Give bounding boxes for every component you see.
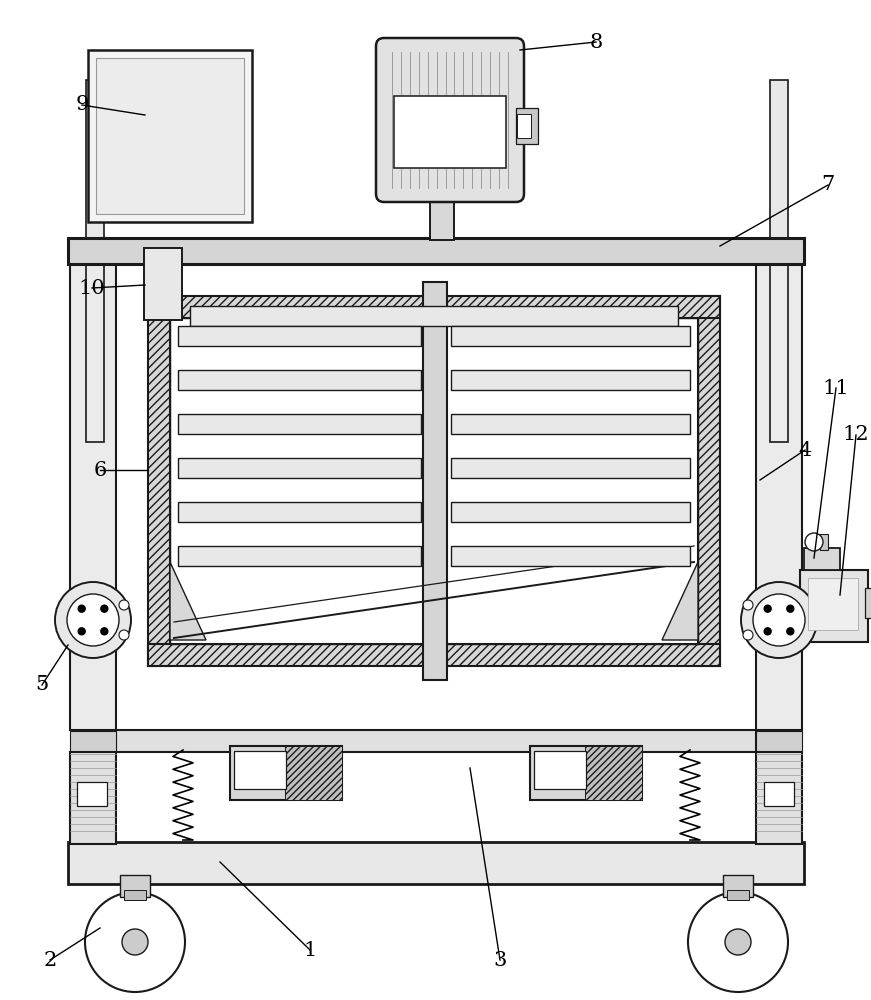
Bar: [517, 114, 531, 138]
Text: 4: 4: [799, 440, 812, 460]
Bar: [120, 875, 150, 897]
Bar: [70, 731, 116, 751]
Bar: [68, 842, 804, 884]
Circle shape: [85, 892, 185, 992]
Text: 3: 3: [493, 950, 507, 970]
Bar: [116, 730, 756, 752]
Bar: [770, 80, 788, 238]
Text: 9: 9: [75, 96, 89, 114]
Bar: [148, 296, 720, 318]
Bar: [86, 80, 104, 238]
Circle shape: [743, 600, 753, 610]
Bar: [756, 752, 802, 844]
Text: 6: 6: [93, 460, 106, 480]
Bar: [234, 751, 286, 789]
Bar: [285, 746, 342, 800]
Circle shape: [725, 929, 751, 955]
Circle shape: [119, 600, 129, 610]
Bar: [451, 326, 690, 346]
Circle shape: [805, 533, 823, 551]
Circle shape: [55, 582, 131, 658]
Polygon shape: [662, 562, 698, 640]
Circle shape: [67, 594, 119, 646]
Circle shape: [741, 582, 817, 658]
Bar: [70, 752, 116, 844]
Bar: [88, 50, 252, 222]
Bar: [451, 370, 690, 390]
Bar: [534, 751, 586, 789]
Bar: [394, 96, 506, 168]
Circle shape: [101, 605, 108, 612]
Bar: [96, 58, 244, 214]
Text: 8: 8: [590, 32, 603, 51]
Bar: [451, 502, 690, 522]
Circle shape: [688, 892, 788, 992]
Bar: [530, 746, 642, 800]
Bar: [820, 534, 828, 550]
Bar: [190, 306, 678, 326]
Bar: [230, 746, 342, 800]
Bar: [178, 414, 421, 434]
Circle shape: [764, 628, 771, 635]
Text: 11: 11: [822, 378, 849, 397]
Bar: [148, 296, 170, 666]
Bar: [144, 248, 182, 320]
Text: 1: 1: [303, 940, 317, 960]
Circle shape: [78, 605, 85, 612]
Bar: [808, 578, 858, 630]
Bar: [865, 588, 871, 618]
Circle shape: [101, 628, 108, 635]
Bar: [727, 890, 749, 900]
Text: 12: 12: [842, 426, 869, 444]
Circle shape: [78, 628, 85, 635]
FancyBboxPatch shape: [376, 38, 524, 202]
Bar: [170, 318, 698, 644]
Bar: [804, 548, 840, 570]
Bar: [723, 875, 753, 897]
Text: 7: 7: [821, 176, 834, 194]
Polygon shape: [170, 562, 206, 640]
Bar: [451, 414, 690, 434]
Bar: [77, 782, 107, 806]
Bar: [148, 644, 720, 666]
Bar: [68, 238, 804, 264]
Bar: [451, 546, 690, 566]
Bar: [516, 108, 538, 144]
Bar: [423, 282, 447, 680]
Bar: [124, 890, 146, 900]
Bar: [178, 326, 421, 346]
Bar: [451, 458, 690, 478]
Bar: [178, 546, 421, 566]
Text: 2: 2: [44, 950, 57, 970]
Circle shape: [787, 628, 793, 635]
Text: 10: 10: [78, 278, 105, 298]
Text: 5: 5: [36, 676, 49, 694]
Bar: [764, 782, 794, 806]
Bar: [800, 600, 808, 618]
Circle shape: [743, 630, 753, 640]
Bar: [698, 296, 720, 666]
Bar: [756, 258, 802, 730]
Bar: [585, 746, 642, 800]
Circle shape: [787, 605, 793, 612]
Bar: [178, 458, 421, 478]
Bar: [430, 188, 454, 240]
Circle shape: [764, 605, 771, 612]
Circle shape: [119, 630, 129, 640]
Circle shape: [753, 594, 805, 646]
Bar: [178, 502, 421, 522]
Bar: [178, 370, 421, 390]
Bar: [800, 570, 868, 642]
Circle shape: [122, 929, 148, 955]
Bar: [770, 262, 788, 442]
Bar: [756, 731, 802, 751]
Bar: [70, 258, 116, 730]
Bar: [86, 262, 104, 442]
